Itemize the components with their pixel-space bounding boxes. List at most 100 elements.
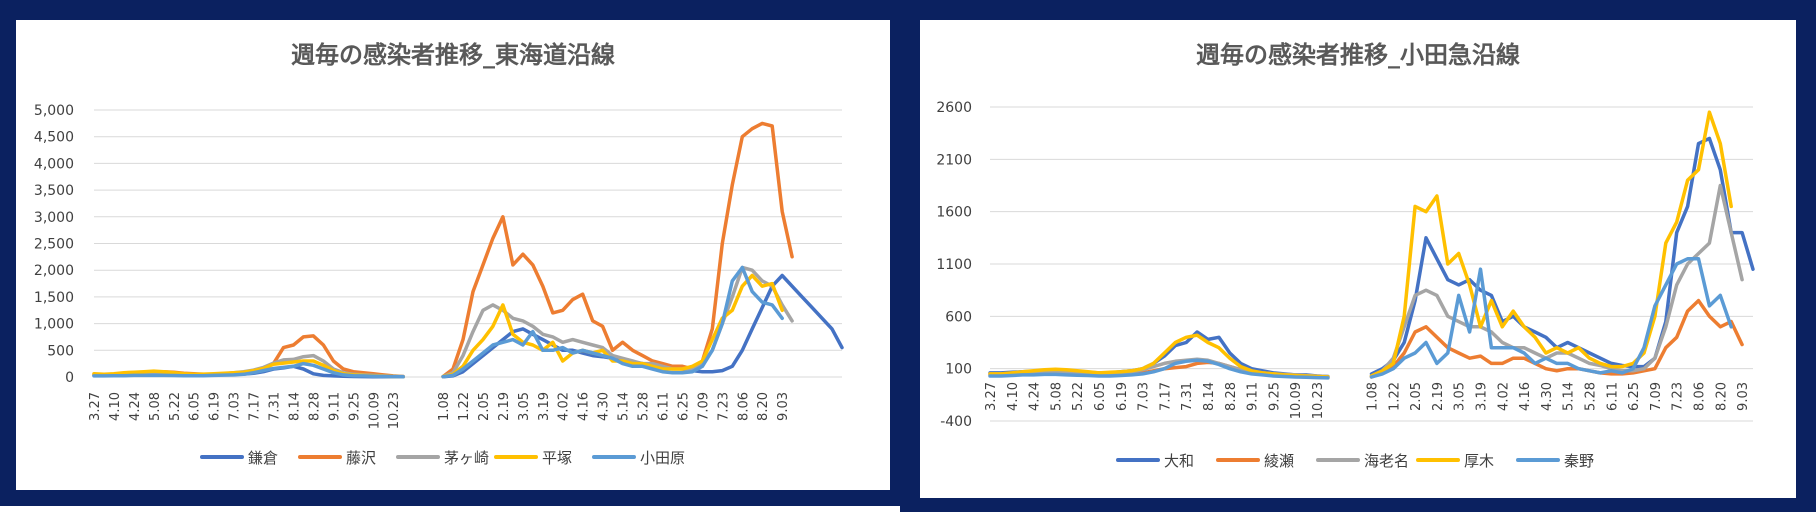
x-tick-label: 7.17 <box>1158 382 1173 411</box>
legend-label: 秦野 <box>1564 452 1594 470</box>
x-tick-label: 5.22 <box>168 392 183 421</box>
x-tick-label: 6.19 <box>1115 382 1130 411</box>
x-tick-label: 9.11 <box>1246 382 1261 411</box>
y-tick-label: 2600 <box>936 100 972 116</box>
series-line-大和 <box>1369 136 1755 376</box>
chart-title: 週毎の感染者推移_東海道沿線 <box>291 41 615 69</box>
legend-label: 茅ヶ崎 <box>444 449 489 467</box>
x-tick-label: 2.19 <box>497 392 512 421</box>
x-tick-label: 5.08 <box>148 392 163 421</box>
x-tick-label: 3.27 <box>984 382 999 411</box>
x-tick-label: 2.05 <box>477 392 492 421</box>
x-tick-label: 7.23 <box>1671 382 1686 411</box>
series-line-鎌倉 <box>441 273 844 379</box>
x-tick-label: 6.05 <box>1093 382 1108 411</box>
x-tick-label: 4.24 <box>1028 382 1043 411</box>
legend-label: 大和 <box>1164 452 1194 470</box>
legend-label: 藤沢 <box>346 449 376 467</box>
y-tick-label: 5,000 <box>34 103 74 119</box>
y-tick-label: 2100 <box>936 152 972 168</box>
x-tick-label: 7.09 <box>696 392 711 421</box>
x-tick-label: 10.23 <box>1311 382 1326 419</box>
x-tick-label: 5.28 <box>637 392 652 421</box>
series-line-綾瀬 <box>1369 298 1744 379</box>
legend-label: 小田原 <box>640 449 685 467</box>
x-tick-label: 2.05 <box>1409 382 1424 411</box>
x-tick-label: 1.22 <box>1387 382 1402 411</box>
x-tick-label: 7.03 <box>1137 382 1152 411</box>
y-tick-label: 2,500 <box>34 237 74 253</box>
y-tick-label: -400 <box>940 414 972 430</box>
legend-label: 平塚 <box>542 449 572 467</box>
x-tick-label: 9.03 <box>1736 382 1751 411</box>
x-tick-label: 6.11 <box>1605 382 1620 411</box>
x-tick-label: 7.17 <box>248 392 263 421</box>
chart-title: 週毎の感染者推移_小田急沿線 <box>1196 41 1520 69</box>
y-tick-label: 4,000 <box>34 156 74 172</box>
x-tick-label: 7.31 <box>1180 382 1195 411</box>
x-tick-label: 5.08 <box>1049 382 1064 411</box>
y-tick-label: 600 <box>945 309 972 325</box>
x-tick-label: 9.25 <box>1267 382 1282 411</box>
x-tick-label: 8.14 <box>1202 382 1217 411</box>
x-tick-label: 9.03 <box>776 392 791 421</box>
series-line-秦野 <box>1369 257 1733 379</box>
series-line-厚木 <box>1369 110 1733 378</box>
x-tick-label: 6.19 <box>208 392 223 421</box>
x-tick-label: 6.25 <box>676 392 691 421</box>
legend-label: 鎌倉 <box>248 449 278 467</box>
x-tick-label: 10.09 <box>367 392 382 429</box>
x-tick-label: 8.06 <box>736 392 751 421</box>
x-tick-label: 8.06 <box>1693 382 1708 411</box>
x-tick-label: 7.09 <box>1649 382 1664 411</box>
x-tick-label: 4.30 <box>1540 382 1555 411</box>
x-tick-label: 1.22 <box>457 392 472 421</box>
series-line-小田原 <box>441 265 784 379</box>
x-tick-label: 10.23 <box>387 392 402 429</box>
y-tick-label: 500 <box>47 343 74 359</box>
y-tick-label: 0 <box>65 370 74 386</box>
legend-label: 綾瀬 <box>1264 452 1294 470</box>
x-tick-label: 4.16 <box>577 392 592 421</box>
y-tick-label: 3,500 <box>34 183 74 199</box>
x-tick-label: 4.30 <box>597 392 612 421</box>
y-tick-label: 1600 <box>936 205 972 221</box>
y-tick-label: 3,000 <box>34 210 74 226</box>
series-line-厚木 <box>988 333 1330 379</box>
x-tick-label: 4.02 <box>1496 382 1511 411</box>
x-tick-label: 4.24 <box>128 392 143 421</box>
y-tick-label: 100 <box>945 362 972 378</box>
x-tick-label: 6.11 <box>656 392 671 421</box>
y-tick-label: 2,000 <box>34 263 74 279</box>
series-line-海老名 <box>1369 183 1744 378</box>
x-tick-label: 3.19 <box>537 392 552 421</box>
x-tick-label: 1.08 <box>437 392 452 421</box>
y-tick-label: 1100 <box>936 257 972 273</box>
x-tick-label: 9.11 <box>327 392 342 421</box>
legend-label: 海老名 <box>1364 452 1409 470</box>
x-tick-label: 3.19 <box>1475 382 1490 411</box>
bottom-strip <box>0 506 900 512</box>
chart-panel-odakyu: 週毎の感染者推移_小田急沿線 2600 2100 1600 1100 600 100 -400… <box>920 20 1796 498</box>
x-tick-label: 7.23 <box>716 392 731 421</box>
series-line-藤沢 <box>441 121 794 379</box>
x-tick-label: 9.25 <box>347 392 362 421</box>
x-tick-label: 2.19 <box>1431 382 1446 411</box>
chart-panel-tokaido: 週毎の感染者推移_東海道沿線 5,000 4,500 4,000 3,500 3,000 2… <box>16 20 890 490</box>
series-line-秦野 <box>988 358 1330 380</box>
x-tick-label: 3.05 <box>1453 382 1468 411</box>
x-tick-label: 5.14 <box>1562 382 1577 411</box>
y-tick-label: 1,000 <box>34 317 74 333</box>
x-tick-label: 6.25 <box>1627 382 1642 411</box>
x-tick-label: 3.05 <box>517 392 532 421</box>
x-tick-label: 8.20 <box>756 392 771 421</box>
y-tick-label: 1,500 <box>34 290 74 306</box>
x-tick-label: 5.22 <box>1071 382 1086 411</box>
x-tick-label: 4.10 <box>1006 382 1021 411</box>
x-tick-label: 10.09 <box>1289 382 1304 419</box>
x-tick-label: 4.16 <box>1518 382 1533 411</box>
x-tick-label: 7.31 <box>268 392 283 421</box>
x-tick-label: 3.27 <box>88 392 103 421</box>
x-tick-label: 8.14 <box>287 392 302 421</box>
x-tick-label: 5.28 <box>1584 382 1599 411</box>
